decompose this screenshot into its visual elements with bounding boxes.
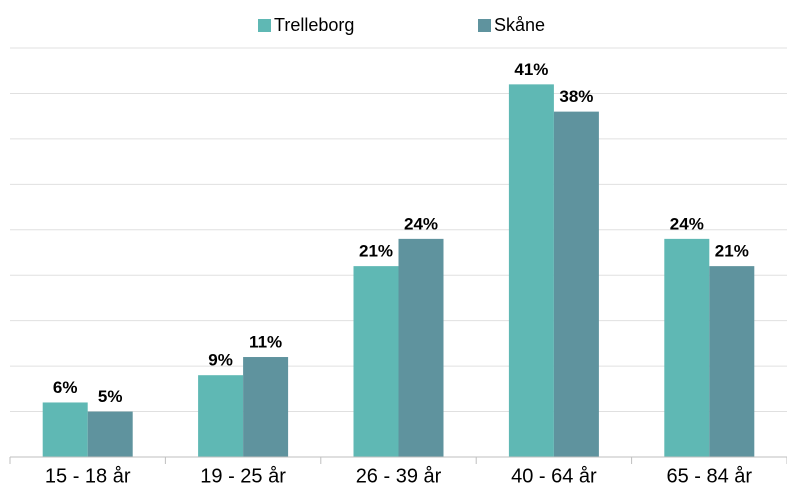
value-label: 11% xyxy=(249,333,282,352)
bar xyxy=(353,266,399,457)
x-tick-label: 26 - 39 år xyxy=(356,465,442,487)
value-label: 21% xyxy=(359,242,393,261)
bar xyxy=(198,375,244,457)
legend-swatch xyxy=(258,19,271,32)
bar xyxy=(87,411,133,457)
bar xyxy=(553,111,599,457)
x-tick-label: 65 - 84 år xyxy=(666,465,752,487)
bar xyxy=(398,238,444,457)
value-label: 21% xyxy=(715,242,749,261)
x-tick-label: 40 - 64 år xyxy=(511,465,597,487)
value-label: 9% xyxy=(208,351,233,370)
bar xyxy=(508,84,554,457)
value-label: 5% xyxy=(98,387,123,406)
bar xyxy=(243,357,289,457)
legend-label: Trelleborg xyxy=(274,15,354,35)
value-label: 24% xyxy=(670,214,704,233)
bar xyxy=(42,402,88,457)
legend-swatch xyxy=(478,19,491,32)
value-label: 6% xyxy=(53,378,78,397)
bar xyxy=(709,266,755,457)
x-tick-label: 19 - 25 år xyxy=(200,465,286,487)
legend-label: Skåne xyxy=(494,15,545,35)
bar xyxy=(664,238,710,457)
value-label: 24% xyxy=(404,214,438,233)
x-tick-label: 15 - 18 år xyxy=(45,465,131,487)
value-label: 38% xyxy=(559,87,593,106)
value-label: 41% xyxy=(514,60,548,79)
